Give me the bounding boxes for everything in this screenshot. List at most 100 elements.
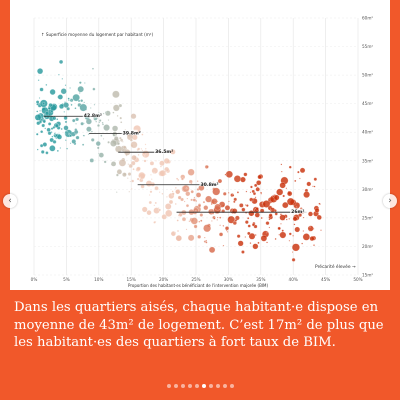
scatter-point — [141, 133, 144, 136]
scatter-point — [122, 172, 127, 177]
scatter-point — [199, 213, 204, 217]
mean-label-bg — [290, 208, 307, 214]
carousel-dot[interactable] — [166, 384, 171, 388]
scatter-point — [281, 170, 283, 173]
scatter-point — [82, 134, 85, 137]
scatter-chart: 0% 5% 10% 15% 20% 25% 30% 35% 40% 45% 50%15m² 20m² 2… — [31, 16, 374, 289]
scatter-point — [212, 187, 221, 196]
scatter-point — [136, 177, 140, 181]
scatter-point — [49, 145, 56, 152]
scatter-point — [280, 223, 282, 225]
scatter-point — [60, 88, 67, 95]
x-axis-label: Proportion des habitant·es bénéficiant d… — [128, 283, 268, 288]
scatter-point — [102, 138, 105, 140]
scatter-point — [36, 121, 41, 126]
scatter-point — [37, 79, 40, 81]
scatter-point — [274, 212, 278, 216]
carousel-dot[interactable] — [229, 384, 234, 388]
carousel-dot[interactable] — [201, 384, 206, 388]
scatter-point — [288, 218, 290, 220]
scatter-point — [251, 189, 255, 194]
scatter-point — [150, 174, 152, 176]
scatter-point — [116, 145, 118, 148]
scatter-point — [291, 251, 294, 253]
scatter-point — [119, 116, 122, 120]
scatter-point — [59, 103, 65, 109]
scatter-point — [130, 160, 136, 166]
scatter-point — [97, 124, 100, 127]
scatter-point — [171, 190, 174, 193]
chart-card: 0% 5% 10% 15% 20% 25% 30% 35% 40% 45% 50% 15m² 20m² 2… — [10, 0, 390, 290]
carousel-dot[interactable] — [173, 384, 178, 388]
y-tick-label: 55m² — [362, 44, 373, 49]
scatter-point — [168, 199, 174, 205]
scatter-point — [279, 231, 287, 239]
scatter-point — [149, 190, 153, 194]
mean-label-bg — [199, 181, 216, 187]
scatter-point — [113, 136, 119, 141]
scatter-point — [152, 172, 155, 174]
scatter-point — [82, 143, 85, 146]
scatter-point — [102, 123, 104, 126]
scatter-point — [236, 234, 241, 238]
scatter-point — [66, 106, 70, 111]
scatter-point — [137, 153, 140, 156]
scatter-point — [260, 191, 263, 194]
scatter-point — [68, 132, 70, 135]
scatter-point — [257, 241, 260, 244]
scatter-point — [270, 209, 272, 212]
scatter-point — [312, 185, 314, 188]
scatter-point — [164, 173, 167, 176]
scatter-point — [303, 191, 310, 198]
carousel-dot[interactable] — [194, 384, 199, 388]
scatter-point — [177, 230, 179, 232]
scatter-point — [210, 202, 213, 206]
scatter-point — [93, 104, 96, 106]
y-tick-label: 20m² — [362, 244, 373, 249]
scatter-point — [59, 59, 64, 64]
x-tick-label: 40% — [289, 277, 298, 282]
carousel-dot[interactable] — [187, 384, 192, 388]
scatter-point — [128, 190, 130, 193]
scatter-point — [200, 219, 203, 222]
scatter-point — [158, 208, 161, 212]
scatter-point — [129, 180, 131, 183]
carousel-dot[interactable] — [215, 384, 220, 388]
scatter-point — [291, 243, 300, 252]
carousel-dot[interactable] — [222, 384, 227, 388]
scatter-point — [237, 240, 244, 247]
scatter-point — [219, 232, 224, 237]
carousel-dot[interactable] — [208, 384, 213, 388]
scatter-point — [203, 224, 212, 233]
mean-label: 30.8m² — [200, 182, 218, 188]
scatter-point — [268, 226, 271, 229]
scatter-point — [257, 174, 262, 180]
chevron-left-icon[interactable]: ‹ — [3, 194, 17, 208]
carousel-dot[interactable] — [180, 384, 185, 388]
scatter-point — [265, 231, 268, 234]
scatter-point — [98, 119, 102, 122]
scatter-point — [247, 224, 251, 228]
scatter-point — [181, 177, 184, 181]
mean-label: 42.8m² — [84, 113, 102, 119]
scatter-point — [175, 189, 181, 195]
scatter-point — [177, 195, 182, 200]
scatter-point — [66, 130, 68, 133]
scatter-point — [294, 226, 301, 233]
scatter-point — [143, 159, 147, 163]
scatter-point — [231, 208, 238, 214]
scatter-point — [98, 152, 100, 155]
scatter-point — [190, 217, 198, 225]
scatter-point — [302, 216, 305, 219]
scatter-point — [166, 196, 168, 198]
scatter-point — [161, 214, 167, 220]
scatter-point — [120, 121, 123, 124]
chevron-right-icon[interactable]: › — [383, 194, 397, 208]
scatter-point — [288, 165, 292, 169]
scatter-point — [301, 242, 304, 245]
scatter-point — [64, 101, 66, 103]
scatter-point — [61, 78, 64, 80]
scatter-point — [112, 104, 120, 112]
scatter-point — [140, 184, 145, 189]
scatter-point — [98, 152, 104, 158]
